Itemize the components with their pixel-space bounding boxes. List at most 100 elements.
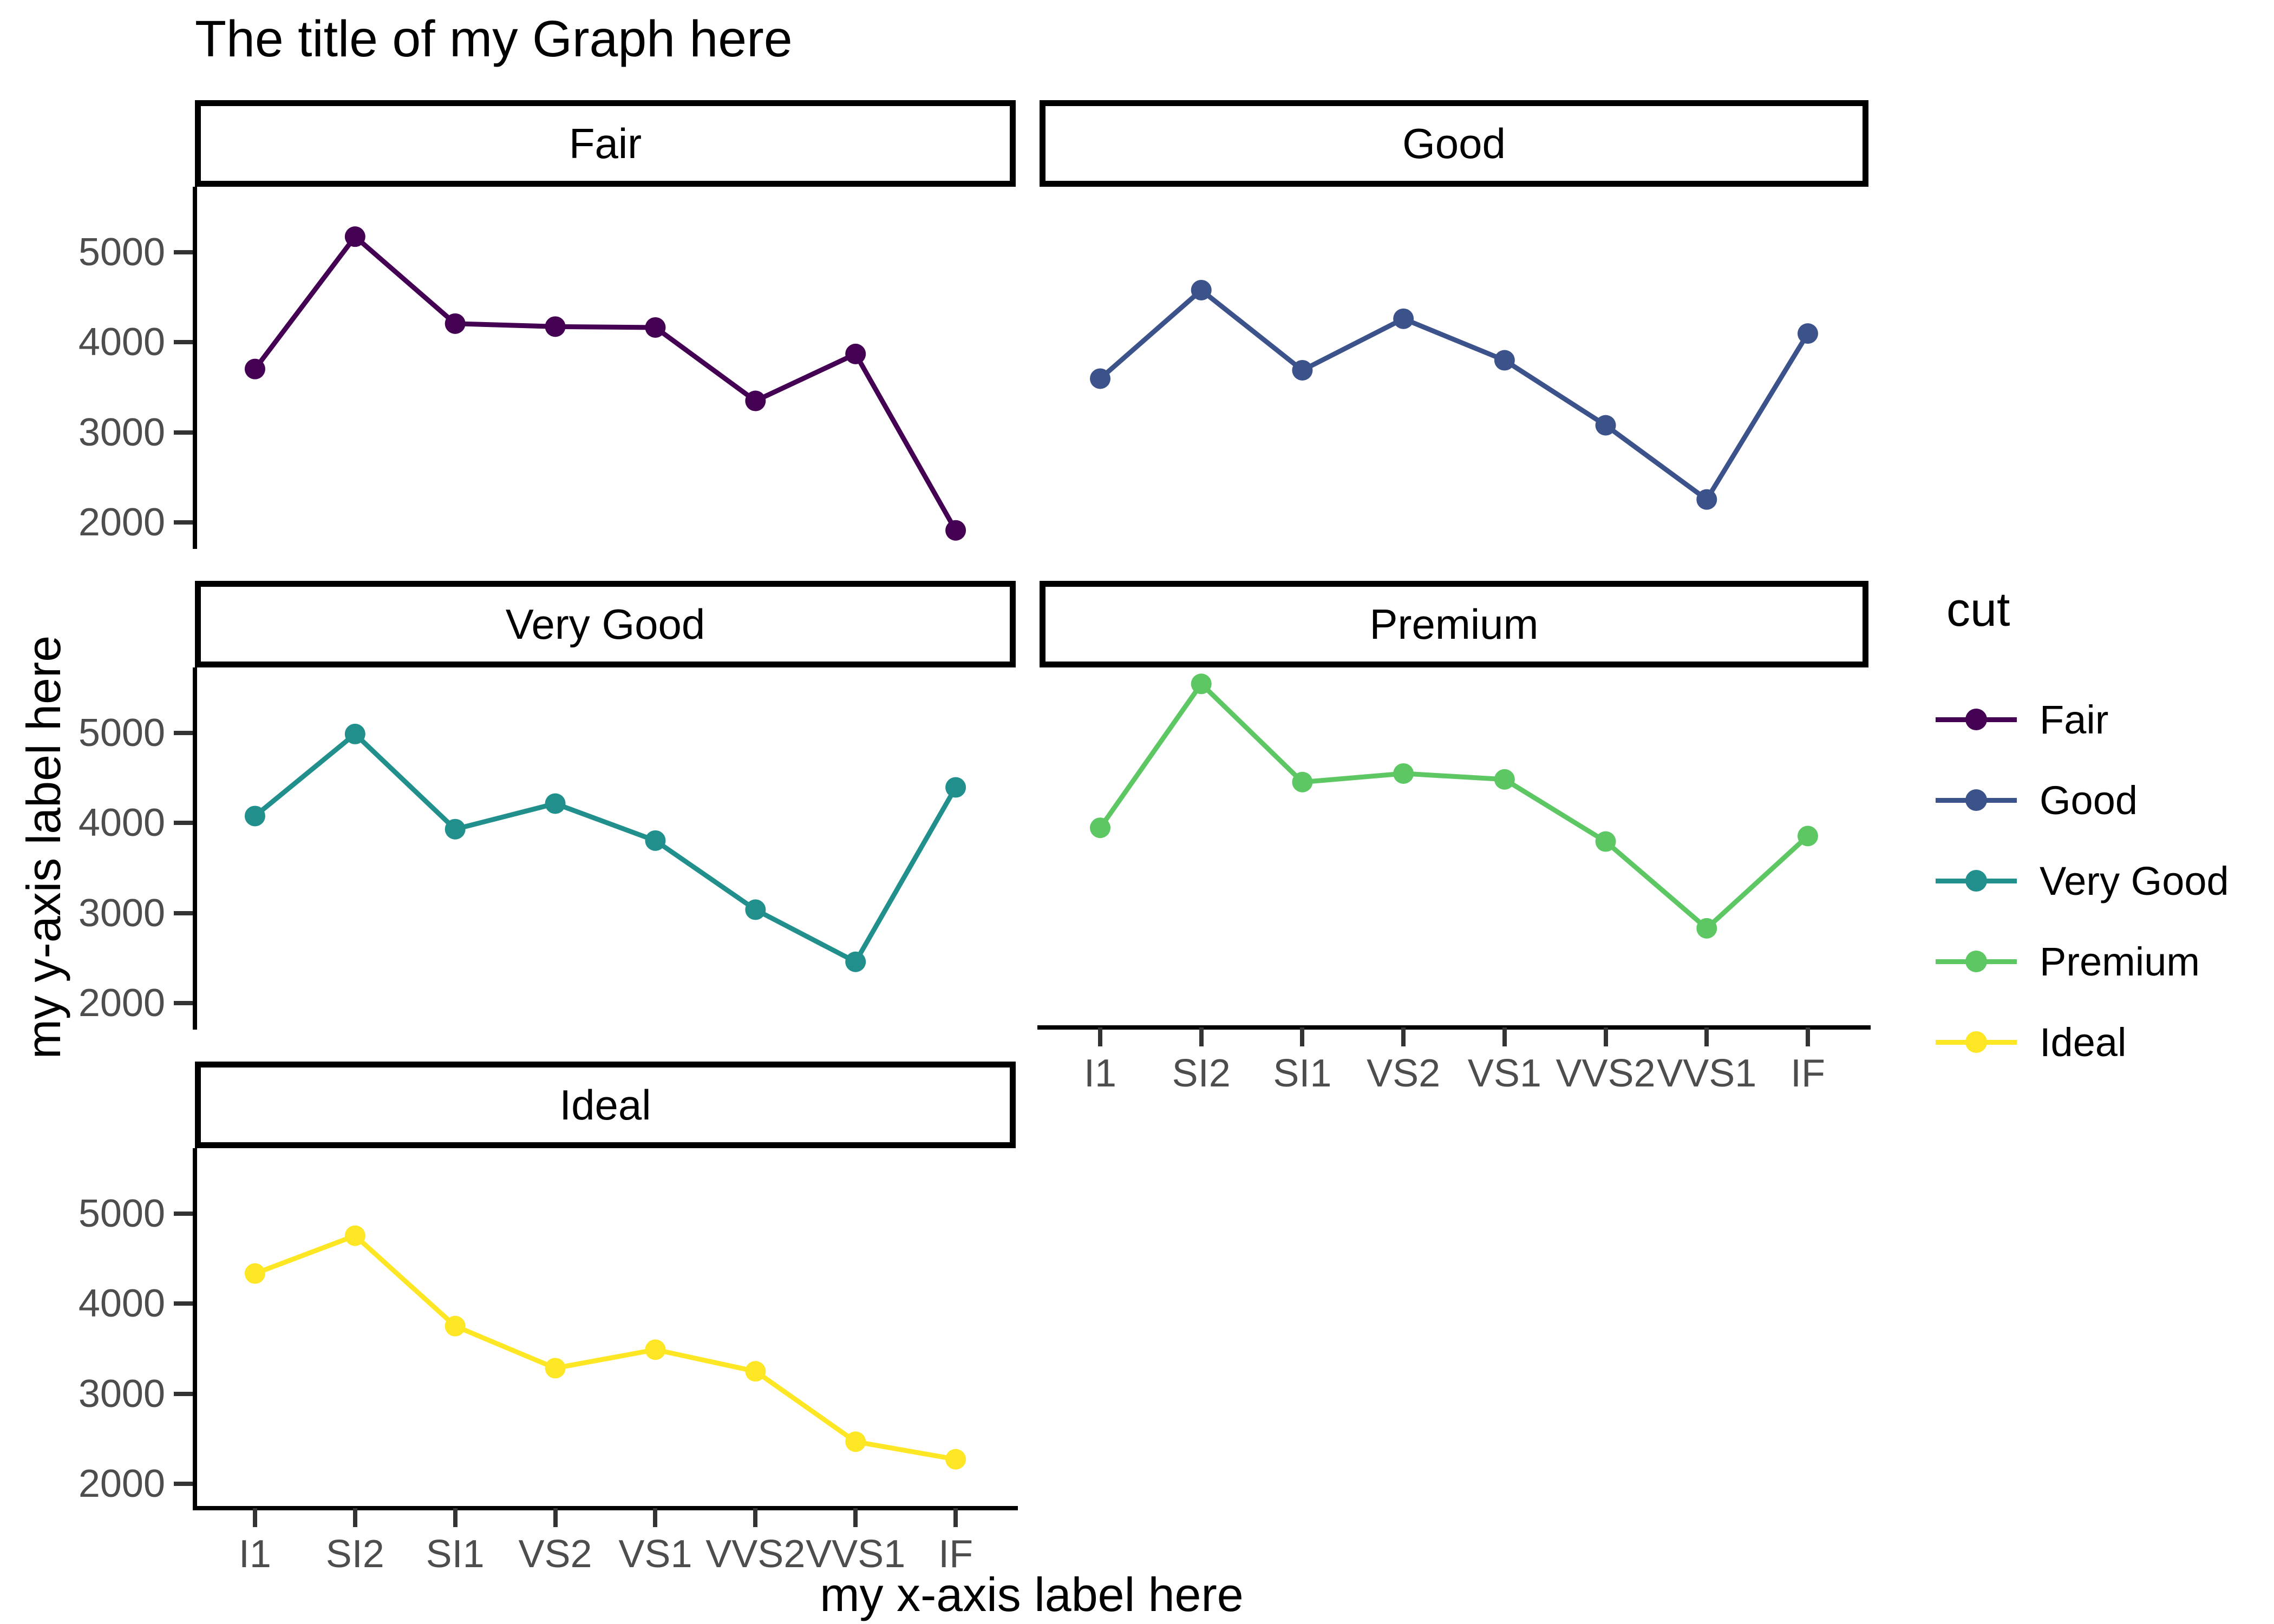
x-tick	[1603, 1027, 1608, 1046]
x-tick	[252, 1508, 257, 1527]
data-point	[945, 520, 966, 541]
data-point	[1797, 323, 1818, 344]
data-point	[1595, 415, 1616, 436]
x-tick-label: VVS1	[1657, 1052, 1757, 1095]
x-tick	[853, 1508, 858, 1527]
y-tick-label: 4000	[78, 320, 165, 364]
data-point	[244, 806, 265, 827]
x-tick-label: SI2	[325, 1533, 384, 1576]
legend-entry: Ideal	[1929, 1002, 2274, 1083]
data-point	[445, 313, 466, 334]
y-tick	[174, 1212, 193, 1216]
y-axis-line	[193, 1148, 197, 1510]
x-tick	[1805, 1027, 1810, 1046]
legend-key-dot	[1965, 789, 1987, 811]
x-tick-label: I1	[1083, 1052, 1117, 1095]
legend-entry-label: Premium	[2040, 939, 2200, 984]
legend-entry: Fair	[1929, 679, 2274, 760]
y-tick-label: 2000	[78, 1462, 165, 1506]
x-axis-title: my x-axis label here	[820, 1568, 1244, 1621]
legend-entry-label: Good	[2040, 778, 2138, 823]
x-tick-label: SI1	[1273, 1052, 1332, 1095]
x-tick-label: VS2	[1367, 1052, 1441, 1095]
legend-entry-label: Ideal	[2040, 1020, 2127, 1065]
y-tick	[174, 1301, 193, 1306]
legend-key-dot	[1965, 951, 1987, 972]
y-axis-line	[193, 187, 197, 549]
x-tick	[553, 1508, 558, 1527]
data-point	[445, 1315, 466, 1337]
plot-title: The title of my Graph here	[195, 10, 793, 68]
y-axis-line	[193, 667, 197, 1030]
x-tick-label: VVS2	[1556, 1052, 1656, 1095]
legend-key	[1936, 921, 2017, 1002]
data-point	[1090, 368, 1111, 389]
legend-key	[1936, 679, 2017, 760]
y-tick-label: 4000	[78, 1282, 165, 1326]
x-tick-label: IF	[1790, 1052, 1825, 1095]
x-tick-label: I1	[238, 1533, 271, 1576]
data-point	[745, 1361, 766, 1382]
data-point	[1494, 350, 1515, 371]
facet-strip-label: Premium	[1369, 600, 1539, 648]
x-tick	[753, 1508, 758, 1527]
legend-entry: Very Good	[1929, 841, 2274, 921]
data-point	[244, 358, 265, 379]
data-point	[545, 316, 566, 337]
y-tick	[174, 250, 193, 255]
x-tick	[453, 1508, 458, 1527]
y-tick-label: 3000	[78, 1372, 165, 1416]
facet-strip: Ideal	[195, 1062, 1016, 1148]
x-tick-label: VS1	[1467, 1052, 1541, 1095]
data-point	[1797, 826, 1818, 847]
data-point	[945, 1449, 966, 1470]
legend-key-dot	[1965, 709, 1987, 730]
data-point	[1595, 831, 1616, 852]
y-tick-label: 5000	[78, 231, 165, 274]
legend-key	[1936, 760, 2017, 841]
data-point	[1292, 359, 1313, 381]
x-tick-label: VS1	[618, 1533, 692, 1576]
x-tick	[1704, 1027, 1709, 1046]
line-series	[253, 730, 958, 965]
facet-panel	[1090, 279, 1818, 510]
data-point	[845, 951, 866, 972]
x-tick-label: VVS2	[705, 1533, 806, 1576]
data-point	[645, 830, 666, 851]
x-tick-label: IF	[938, 1533, 973, 1576]
facet-strip-label: Good	[1402, 119, 1506, 167]
facet-panel	[244, 723, 966, 972]
legend-entries: Fair Good Very Good Premium Ideal	[1929, 679, 2274, 1083]
x-tick	[1502, 1027, 1507, 1046]
data-point	[645, 317, 666, 338]
legend-entry: Good	[1929, 760, 2274, 841]
data-point	[1494, 769, 1515, 790]
data-point	[344, 1225, 365, 1246]
x-tick-label: SI1	[426, 1533, 485, 1576]
legend-key	[1936, 841, 2017, 921]
y-tick	[174, 340, 193, 345]
x-tick-label: SI2	[1172, 1052, 1231, 1095]
y-tick	[174, 731, 193, 736]
x-tick	[1098, 1027, 1103, 1046]
line-series	[253, 233, 958, 532]
data-point	[1393, 308, 1414, 329]
facet-strip-label: Very Good	[505, 600, 705, 648]
data-point	[344, 226, 365, 247]
legend-entry-label: Fair	[2040, 697, 2109, 742]
y-tick	[174, 520, 193, 525]
data-point	[1090, 817, 1111, 839]
legend-key	[1936, 1002, 2017, 1083]
x-tick	[1199, 1027, 1204, 1046]
y-tick-label: 2000	[78, 501, 165, 545]
data-point	[545, 793, 566, 814]
data-point	[645, 1339, 666, 1360]
data-point	[344, 723, 365, 744]
y-tick-label: 4000	[78, 801, 165, 845]
y-tick-label: 2000	[78, 981, 165, 1025]
x-tick	[953, 1508, 958, 1527]
y-tick-label: 3000	[78, 891, 165, 935]
facet-strip-label: Ideal	[559, 1081, 651, 1129]
data-point	[1191, 673, 1212, 695]
data-point	[1292, 771, 1313, 793]
